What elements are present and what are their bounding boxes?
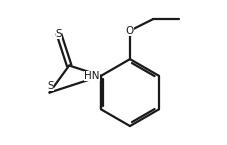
Text: S: S [47,81,54,91]
Text: O: O [125,26,133,36]
Text: HN: HN [84,71,99,81]
Text: S: S [55,29,62,39]
